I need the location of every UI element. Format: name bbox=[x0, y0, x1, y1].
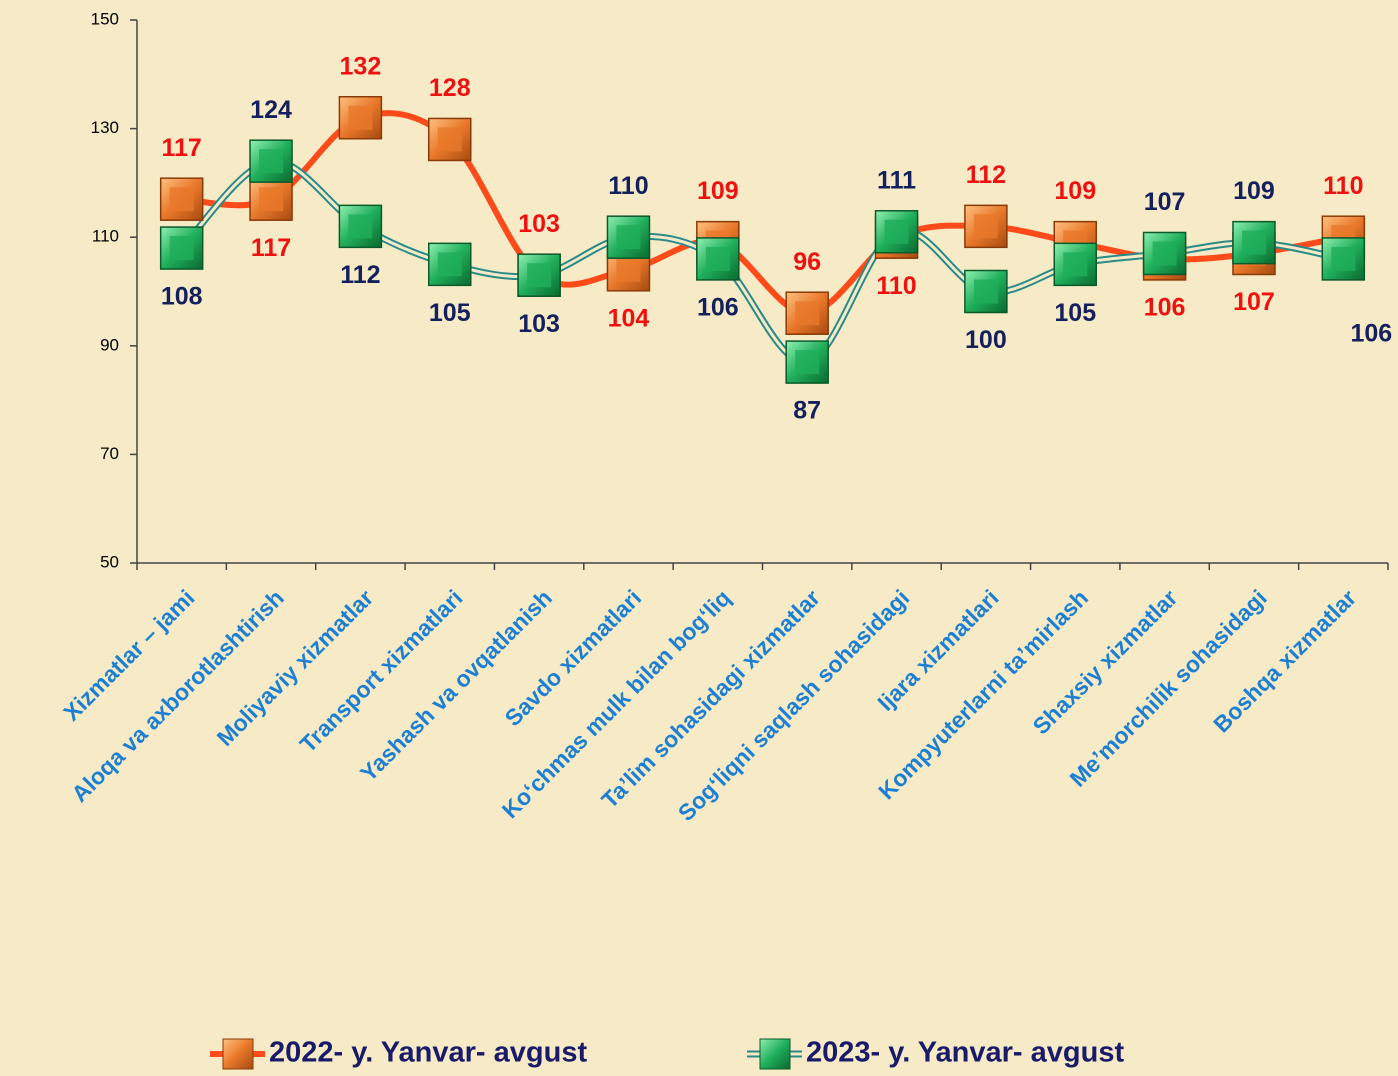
data-label: 104 bbox=[608, 304, 650, 332]
data-label: 105 bbox=[1054, 299, 1096, 327]
marker-inner bbox=[527, 263, 552, 288]
data-label: 124 bbox=[250, 96, 292, 124]
marker-inner bbox=[1241, 230, 1266, 255]
marker-inner bbox=[973, 214, 998, 239]
data-label: 132 bbox=[340, 52, 382, 80]
data-label: 96 bbox=[793, 248, 821, 276]
data-label: 109 bbox=[1233, 177, 1275, 205]
data-label: 112 bbox=[340, 261, 380, 289]
data-label: 110 bbox=[1323, 172, 1363, 200]
marker-inner bbox=[437, 127, 462, 152]
marker-inner bbox=[259, 149, 284, 174]
data-label: 106 bbox=[1350, 320, 1392, 348]
y-tick-label: 130 bbox=[91, 118, 119, 137]
data-label: 108 bbox=[161, 283, 203, 311]
marker-inner bbox=[973, 279, 998, 304]
marker-inner bbox=[705, 246, 730, 271]
y-tick-label: 70 bbox=[100, 444, 119, 463]
marker-inner bbox=[1152, 241, 1177, 266]
marker bbox=[428, 242, 472, 287]
legend-marker bbox=[222, 1038, 254, 1070]
marker-inner bbox=[1331, 246, 1356, 271]
marker-inner bbox=[348, 214, 373, 239]
y-tick-label: 90 bbox=[100, 335, 119, 354]
data-label: 105 bbox=[429, 299, 471, 327]
legend-marker bbox=[759, 1038, 791, 1070]
marker-inner bbox=[616, 257, 641, 282]
data-label: 103 bbox=[518, 210, 560, 238]
marker-inner bbox=[795, 301, 820, 326]
marker-inner bbox=[884, 219, 909, 244]
data-label: 117 bbox=[162, 134, 202, 162]
data-label: 112 bbox=[966, 161, 1006, 189]
y-tick-label: 50 bbox=[100, 552, 119, 571]
data-label: 128 bbox=[429, 74, 471, 102]
data-label: 111 bbox=[877, 166, 916, 194]
data-label: 117 bbox=[251, 234, 291, 262]
y-tick-label: 110 bbox=[92, 227, 119, 246]
marker-inner bbox=[1063, 252, 1088, 277]
marker-inner bbox=[169, 236, 194, 261]
data-label: 87 bbox=[793, 397, 821, 425]
data-label: 106 bbox=[1144, 294, 1186, 322]
data-label: 109 bbox=[1054, 177, 1096, 205]
y-tick-label: 150 bbox=[91, 9, 119, 28]
data-label: 109 bbox=[697, 177, 739, 205]
data-label: 110 bbox=[876, 272, 916, 300]
marker bbox=[785, 291, 829, 335]
marker-inner bbox=[616, 225, 641, 250]
x-tick-label: Transport xizmatlari bbox=[295, 584, 468, 757]
data-label: 106 bbox=[697, 294, 739, 322]
marker-inner bbox=[437, 252, 462, 277]
legend-label: 2023- y. Yanvar- avgust bbox=[806, 1037, 1124, 1069]
x-tick-label: Moliyaviy xizmatlar bbox=[212, 584, 379, 751]
marker-inner bbox=[795, 350, 820, 375]
legend-label: 2022- y. Yanvar- avgust bbox=[269, 1037, 587, 1069]
marker-inner bbox=[259, 187, 284, 212]
data-label: 107 bbox=[1233, 288, 1275, 316]
data-label: 107 bbox=[1144, 188, 1186, 216]
marker-inner bbox=[169, 187, 194, 212]
data-label: 110 bbox=[608, 172, 648, 200]
data-label: 103 bbox=[518, 310, 560, 338]
data-label: 100 bbox=[965, 326, 1007, 354]
marker-inner bbox=[348, 105, 373, 130]
